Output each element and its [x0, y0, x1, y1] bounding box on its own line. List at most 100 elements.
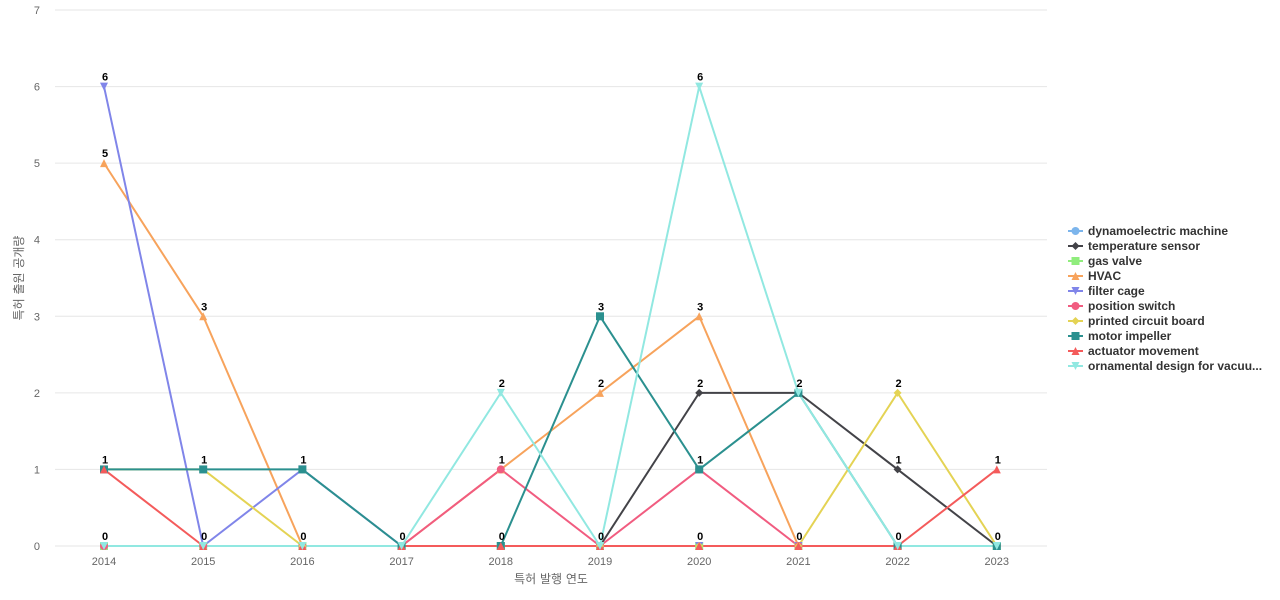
x-tick-label: 2021 — [786, 556, 810, 568]
series-1-point — [695, 388, 704, 397]
legend-marker — [1071, 242, 1080, 250]
marker-layer — [100, 82, 1001, 550]
series-4-point — [100, 82, 108, 91]
y-tick-label: 5 — [34, 158, 40, 170]
y-tick-label: 7 — [34, 5, 40, 17]
legend-marker — [1071, 227, 1080, 235]
legend-item[interactable]: gas valve — [1068, 254, 1142, 268]
data-label: 2 — [598, 378, 604, 390]
legend-label: HVAC — [1088, 269, 1121, 283]
data-label: 6 — [102, 72, 108, 84]
x-tick-label: 2018 — [489, 556, 513, 568]
legend-item[interactable]: actuator movement — [1068, 344, 1199, 358]
legend-label: ornamental design for vacuu... — [1088, 359, 1262, 373]
data-label: 1 — [499, 454, 505, 466]
data-label: 1 — [896, 454, 902, 466]
legend-marker — [1071, 302, 1080, 310]
data-label: 3 — [598, 301, 604, 313]
data-label: 2 — [499, 378, 505, 390]
y-tick-label: 3 — [34, 311, 40, 323]
legend-marker — [1071, 362, 1080, 370]
series-9-point — [596, 542, 604, 550]
legend-item[interactable]: HVAC — [1068, 269, 1121, 283]
legend-marker — [1071, 332, 1080, 340]
legend-marker — [1071, 317, 1080, 325]
legend-label: dynamoelectric machine — [1088, 224, 1228, 238]
data-label: 0 — [201, 531, 207, 543]
x-tick-label: 2023 — [985, 556, 1009, 568]
series-line-9 — [104, 85, 997, 547]
x-tick-label: 2014 — [92, 556, 116, 568]
data-label: 0 — [400, 531, 406, 543]
legend-label: gas valve — [1088, 254, 1142, 268]
series-3-point — [199, 312, 208, 321]
y-axis-title: 특허 출원 공개량 — [12, 236, 26, 321]
legend-label: filter cage — [1088, 284, 1145, 298]
y-tick-label: 4 — [34, 235, 40, 247]
series-3-point — [100, 159, 108, 168]
series-3-point — [596, 388, 604, 397]
series-8-point — [496, 542, 505, 550]
series-9-point — [496, 388, 505, 397]
x-tick-label: 2017 — [389, 556, 413, 568]
data-label-layer: 6 5 1 0 3 1 0 1 0 0 2 1 0 3 2 0 6 3 2 1 0 2 0 2 1 0 1 0 — [102, 72, 1001, 543]
data-label: 1 — [300, 454, 306, 466]
data-label: 0 — [995, 531, 1001, 543]
data-label: 3 — [697, 301, 703, 313]
legend-item[interactable]: position switch — [1068, 299, 1175, 313]
series-line-7 — [104, 315, 997, 547]
legend-label: position switch — [1088, 299, 1175, 313]
legend-item[interactable]: dynamoelectric machine — [1068, 224, 1228, 238]
series-line-3 — [103, 162, 997, 547]
legend-item[interactable]: printed circuit board — [1068, 314, 1205, 328]
series-9-point — [794, 388, 803, 397]
series-1-point — [893, 465, 902, 474]
axis-layer: 특허 발행 연도 특허 출원 공개량 — [12, 236, 588, 586]
data-label: 1 — [102, 454, 108, 466]
series-9-point — [397, 542, 406, 550]
series-8-point — [100, 465, 108, 474]
data-label: 3 — [201, 301, 207, 313]
legend-marker — [1071, 272, 1080, 280]
legend-label: motor impeller — [1088, 329, 1172, 343]
y-tick-label: 0 — [34, 541, 40, 553]
series-9-point — [695, 82, 704, 91]
series-5-point — [496, 465, 505, 474]
x-tick-label: 2020 — [687, 556, 711, 568]
x-tick-label: 2019 — [588, 556, 612, 568]
data-label: 5 — [102, 148, 108, 160]
legend-label: printed circuit board — [1088, 314, 1205, 328]
legend-marker — [1071, 287, 1080, 295]
data-label: 1 — [995, 454, 1001, 466]
data-label: 0 — [598, 531, 604, 543]
data-label: 0 — [896, 531, 902, 543]
x-axis-title: 특허 발행 연도 — [514, 571, 588, 586]
data-label: 1 — [201, 454, 207, 466]
legend-item[interactable]: temperature sensor — [1068, 239, 1200, 253]
data-label: 0 — [796, 531, 802, 543]
x-tick-label: 2015 — [191, 556, 215, 568]
series-9-point — [100, 542, 108, 550]
x-tick-label: 2016 — [290, 556, 314, 568]
series-layer — [103, 85, 998, 547]
y-tick-label: 1 — [34, 464, 40, 476]
series-6-point — [893, 388, 902, 397]
series-9-point — [199, 542, 208, 550]
data-label: 0 — [300, 531, 306, 543]
data-label: 6 — [697, 72, 703, 84]
series-7-point — [596, 312, 604, 321]
legend-item[interactable]: ornamental design for vacuu... — [1068, 359, 1262, 373]
legend-item[interactable]: filter cage — [1068, 284, 1145, 298]
data-label: 2 — [896, 378, 902, 390]
series-9-point — [893, 542, 902, 550]
y-tick-label: 2 — [34, 388, 40, 400]
data-label: 2 — [796, 378, 802, 390]
data-label: 0 — [697, 531, 703, 543]
legend-item[interactable]: motor impeller — [1068, 329, 1172, 343]
series-7-point — [298, 465, 307, 474]
y-tick-label: 6 — [34, 82, 40, 94]
